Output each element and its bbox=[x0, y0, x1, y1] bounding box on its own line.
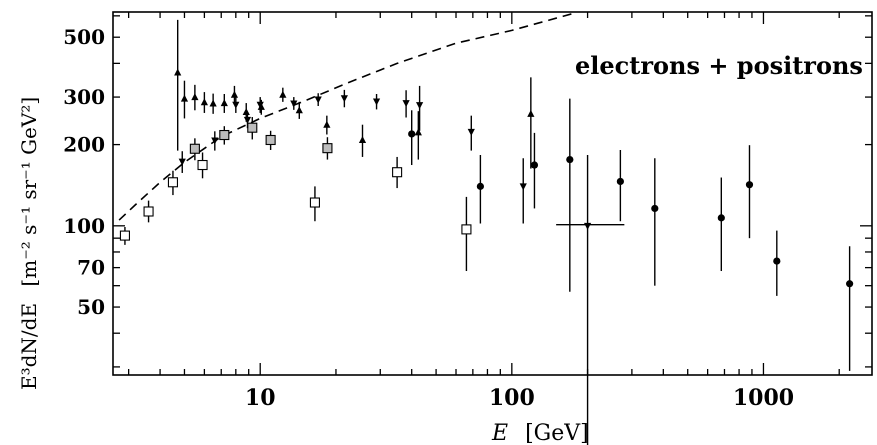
triangle-down-marker bbox=[211, 137, 219, 145]
circle-marker bbox=[745, 181, 754, 189]
circle-marker bbox=[476, 182, 484, 190]
y-axis-label-unit: [m⁻² s⁻¹ sr⁻¹ GeV²] bbox=[17, 97, 41, 287]
y-tick-label: 300 bbox=[63, 85, 105, 109]
triangle-up-marker bbox=[174, 68, 182, 76]
circle-marker bbox=[408, 130, 416, 138]
square-marker bbox=[143, 206, 154, 217]
triangle-up-marker bbox=[358, 135, 367, 143]
y-tick-label: 500 bbox=[63, 25, 105, 49]
y-tick-label: 200 bbox=[63, 133, 105, 157]
triangle-up-marker bbox=[527, 109, 535, 117]
x-axis-label-unit: [GeV] bbox=[525, 421, 589, 445]
triangle-up-marker bbox=[180, 94, 189, 102]
square-marker bbox=[197, 159, 208, 171]
circle-marker bbox=[566, 155, 574, 164]
circle-marker bbox=[773, 257, 781, 265]
y-tick-label: 100 bbox=[63, 214, 105, 238]
circle-marker bbox=[651, 204, 659, 213]
square-marker bbox=[322, 143, 333, 154]
chart-annotation: electrons + positrons bbox=[575, 51, 863, 80]
circle-marker bbox=[717, 214, 725, 222]
x-tick-label: 1000 bbox=[733, 385, 794, 411]
square-marker bbox=[461, 224, 472, 235]
y-tick-label: 70 bbox=[77, 256, 105, 280]
triangle-up-marker bbox=[414, 128, 422, 136]
triangle-down-marker bbox=[402, 100, 410, 108]
triangle-down-marker bbox=[243, 116, 252, 124]
triangle-up-marker bbox=[191, 93, 199, 101]
model-curve-layer bbox=[118, 12, 574, 221]
triangle-down-marker bbox=[290, 100, 298, 108]
triangle-up-marker bbox=[209, 99, 217, 107]
circle-marker bbox=[530, 161, 539, 169]
square-marker bbox=[265, 134, 276, 146]
triangle-down-marker bbox=[372, 98, 381, 106]
triangle-down-marker bbox=[232, 101, 240, 109]
triangle-up-marker bbox=[279, 90, 287, 98]
x-axis-label-symbol: E bbox=[491, 421, 508, 445]
triangle-down-marker bbox=[416, 102, 424, 110]
square-marker bbox=[219, 129, 230, 141]
circle-marker bbox=[846, 280, 854, 288]
y-axis-label: E³dN/dE [m⁻² s⁻¹ sr⁻¹ GeV²] bbox=[17, 97, 41, 390]
square-marker bbox=[392, 167, 403, 178]
triangle-up-marker bbox=[200, 98, 208, 106]
triangle-down-marker bbox=[519, 183, 527, 191]
triangle-down-marker bbox=[583, 222, 592, 230]
triangle-up-marker bbox=[323, 120, 331, 128]
triangle-down-marker bbox=[467, 128, 475, 136]
triangle-down-marker bbox=[178, 158, 186, 166]
triangle-up-marker bbox=[220, 99, 228, 107]
square-marker bbox=[167, 177, 178, 188]
triangle-down-marker bbox=[256, 101, 264, 109]
square-marker bbox=[119, 230, 130, 241]
x-tick-label: 100 bbox=[489, 385, 535, 411]
x-axis-label: E [GeV] bbox=[491, 421, 589, 445]
square-marker bbox=[309, 197, 320, 208]
axis-labels: electrons + positrons E³dN/dE [m⁻² s⁻¹ s… bbox=[17, 51, 863, 445]
square-marker bbox=[247, 122, 258, 133]
model-curve bbox=[118, 12, 574, 221]
data-points bbox=[119, 19, 854, 445]
triangle-down-marker bbox=[314, 96, 322, 104]
y-tick-label: 50 bbox=[77, 295, 105, 319]
x-tick-label: 10 bbox=[245, 385, 276, 411]
circle-marker bbox=[616, 177, 624, 186]
triangle-up-marker bbox=[242, 108, 250, 116]
square-marker bbox=[189, 143, 200, 154]
triangle-up-marker bbox=[230, 90, 239, 98]
triangle-up-marker bbox=[295, 106, 303, 114]
plot-frame bbox=[112, 11, 873, 376]
y-axis-label-main: E³dN/dE bbox=[17, 303, 41, 390]
triangle-down-marker bbox=[340, 95, 348, 103]
axes: 10 100 1000 50 70 100 200 300 500 bbox=[63, 11, 873, 411]
